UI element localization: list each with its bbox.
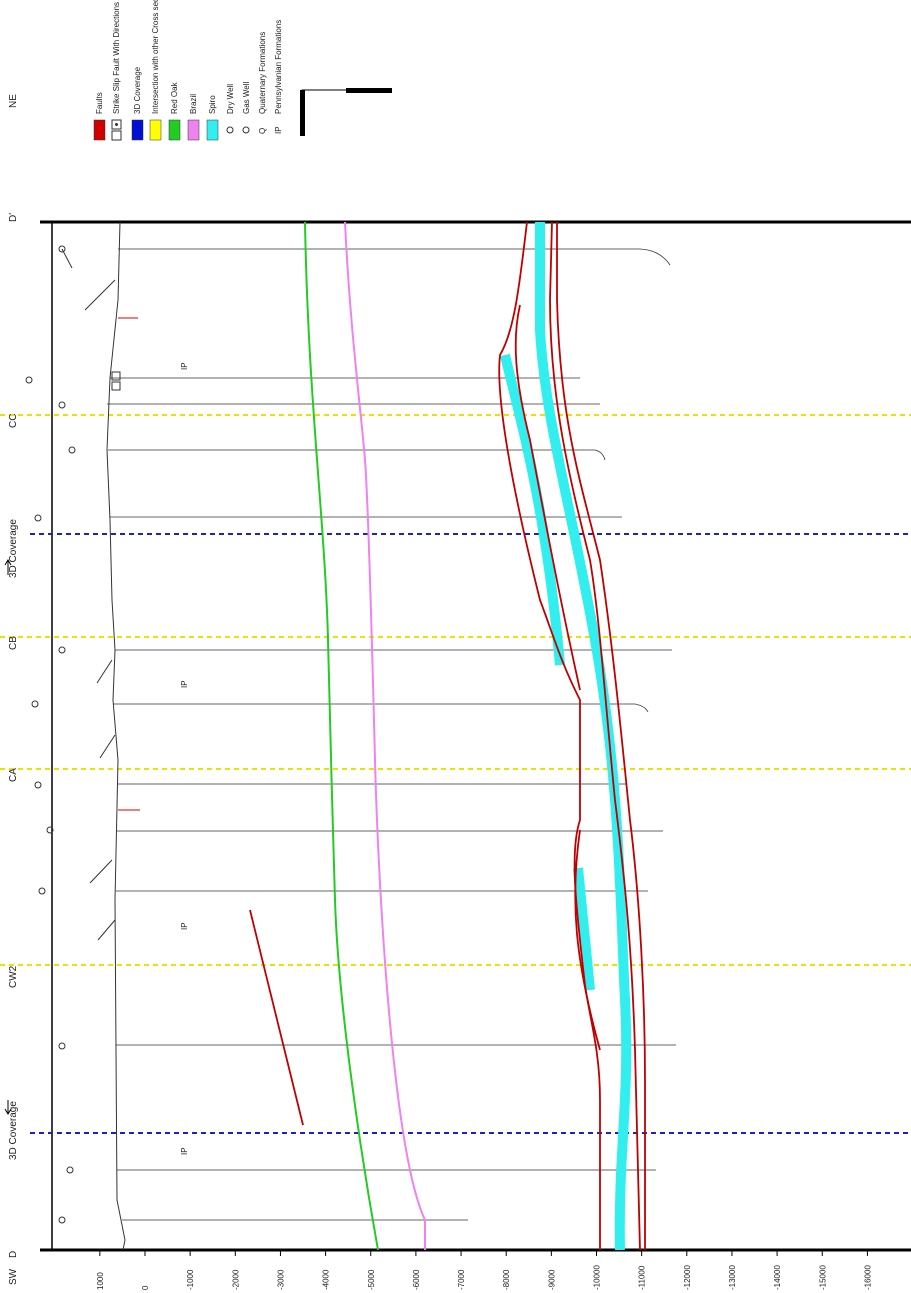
scale-bar-segment: [300, 90, 305, 136]
fault: [557, 222, 645, 1250]
section-label: D': [8, 213, 19, 222]
well: [113, 704, 648, 712]
fault: [250, 910, 303, 1125]
formation-label: IP: [180, 362, 189, 370]
ne-label: NE: [8, 94, 19, 108]
well-symbol: [39, 888, 45, 894]
symbol-gas-well: [243, 127, 249, 133]
legend-label: 3D Coverage: [133, 66, 142, 114]
tick-label: -6000: [412, 1269, 421, 1290]
tick-label: -7000: [457, 1269, 466, 1290]
legend-label: Brazil: [189, 94, 198, 114]
tick-label: -3000: [276, 1269, 285, 1290]
legend-label: Intersection with other Cross sections: [151, 0, 160, 114]
tick-label: -4000: [322, 1269, 331, 1290]
tick-label: -1000: [186, 1269, 195, 1290]
well-symbol: [59, 1217, 65, 1223]
section-label: CA: [8, 768, 19, 782]
well-symbol: [67, 1167, 73, 1173]
strike-slip-symbol: [112, 372, 120, 380]
tick-label: -10000: [593, 1265, 602, 1290]
legend: Faults Strike Slip Fault With Directions…: [94, 0, 283, 140]
well-symbol: [59, 1043, 65, 1049]
section-label: D: [8, 1251, 19, 1258]
tick-label: 1000: [96, 1272, 105, 1290]
legend-label: Red Oak: [170, 81, 179, 114]
tick-label: -12000: [683, 1265, 692, 1290]
tick-label: 0: [141, 1285, 150, 1290]
legend-label: Quaternary Formations: [258, 32, 267, 114]
surface: [107, 222, 125, 1250]
well-symbol: [26, 377, 32, 383]
cross-section: NE SW Faults Strike Slip Fault With Dire…: [0, 0, 911, 1293]
section-label: CW2: [8, 965, 19, 988]
well: [118, 249, 670, 265]
intersections: [0, 415, 911, 1133]
spiro-band: [540, 222, 626, 1250]
red-oak-horizon: [305, 222, 378, 1250]
swatch-spiro: [207, 120, 218, 140]
formation-label: IP: [180, 922, 189, 930]
tick-label: -16000: [863, 1265, 872, 1290]
sw-label: SW: [8, 1268, 19, 1285]
tick-label: -5000: [367, 1269, 376, 1290]
legend-symbol: Q: [258, 128, 267, 134]
brazil-horizon: [345, 222, 425, 1250]
depth-axis: 1000 0 -1000 -2000 -3000 -4000 -5000 -6000 -7000…: [96, 1250, 873, 1290]
symbol-strike-slip: [112, 131, 121, 140]
swatch-intersection: [150, 120, 161, 140]
fault-marker: [118, 318, 140, 810]
legend-label: Pennsylvanian Formations: [274, 20, 283, 114]
tick-label: -9000: [547, 1269, 556, 1290]
swatch-3d: [132, 120, 143, 140]
legend-label: Dry Well: [226, 84, 235, 114]
section-label: 3D Coverage: [8, 519, 19, 578]
faults: [250, 222, 645, 1250]
swatch-faults: [94, 120, 105, 140]
strike-slip-symbol: [112, 382, 120, 390]
tick-label: -14000: [773, 1265, 782, 1290]
well-symbol: [35, 782, 41, 788]
section-label: CC: [8, 414, 19, 428]
wells: [107, 249, 676, 1220]
symbol-dry-well: [227, 127, 233, 133]
formation-label: IP: [180, 680, 189, 688]
well-symbol: [69, 447, 75, 453]
legend-label: Gas Well: [242, 81, 251, 114]
legend-symbol: IP: [274, 126, 283, 134]
well-symbol: [35, 515, 41, 521]
swatch-brazil: [188, 120, 199, 140]
deviation: [62, 249, 115, 940]
well-symbol: [32, 701, 38, 707]
legend-label: Spiro: [208, 95, 217, 114]
legend-label: Strike Slip Fault With Directions Symbol…: [112, 0, 121, 114]
tick-label: -8000: [502, 1269, 511, 1290]
scale-bar: [302, 90, 392, 136]
well-symbol: [59, 402, 65, 408]
symbol-dot: [115, 123, 118, 126]
scale-bar-segment: [346, 88, 392, 93]
swatch-red-oak: [169, 120, 180, 140]
tick-label: -13000: [728, 1265, 737, 1290]
legend-label: Faults: [95, 92, 104, 114]
section-label: CB: [8, 636, 19, 650]
tick-label: -15000: [818, 1265, 827, 1290]
section-label: 3D Coverage: [8, 1101, 19, 1160]
formation-label: IP: [180, 1147, 189, 1155]
well-symbol: [59, 647, 65, 653]
well-symbols: [26, 246, 120, 1223]
tick-label: -11000: [638, 1265, 647, 1290]
tick-label: -2000: [231, 1269, 240, 1290]
